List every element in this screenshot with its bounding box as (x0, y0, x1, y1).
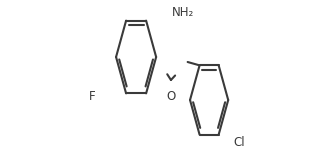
Text: Cl: Cl (233, 136, 244, 149)
Text: O: O (166, 90, 176, 103)
Text: F: F (89, 90, 96, 103)
Text: NH₂: NH₂ (172, 5, 194, 19)
